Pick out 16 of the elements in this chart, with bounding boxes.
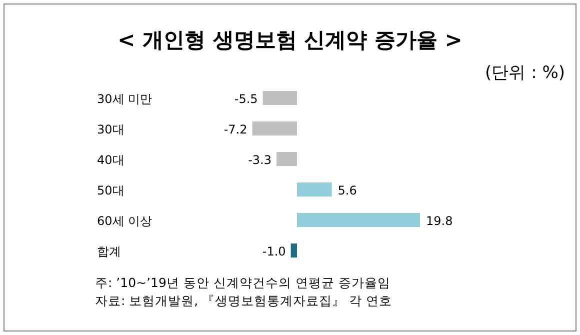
data-label: 19.8 — [426, 214, 453, 228]
text: 자료: 보험개발원, 『생명보험통계자료집』 각 연호 — [95, 293, 392, 308]
data-label: -7.2 — [224, 122, 248, 136]
y-tick-label: 60세 이상 — [97, 214, 152, 228]
data-label: -5.5 — [234, 92, 258, 106]
y-tick-label: 30세 미만 — [97, 92, 152, 106]
data-label: 5.6 — [338, 184, 357, 198]
text: 주: ’10~’19년 동안 신계약건수의 연평균 증가율임 — [95, 275, 390, 290]
chart-title: < 개인형 생명보험 신계약 증가율 > — [118, 28, 462, 52]
data-label: -3.3 — [248, 153, 272, 167]
y-tick-label: 30대 — [97, 122, 124, 136]
data-label: -1.0 — [262, 244, 286, 258]
y-tick-label: 50대 — [97, 184, 124, 198]
text: (단위 : %) — [485, 63, 565, 83]
y-tick-label: 합계 — [97, 244, 121, 258]
y-tick-label: 40대 — [97, 153, 124, 167]
